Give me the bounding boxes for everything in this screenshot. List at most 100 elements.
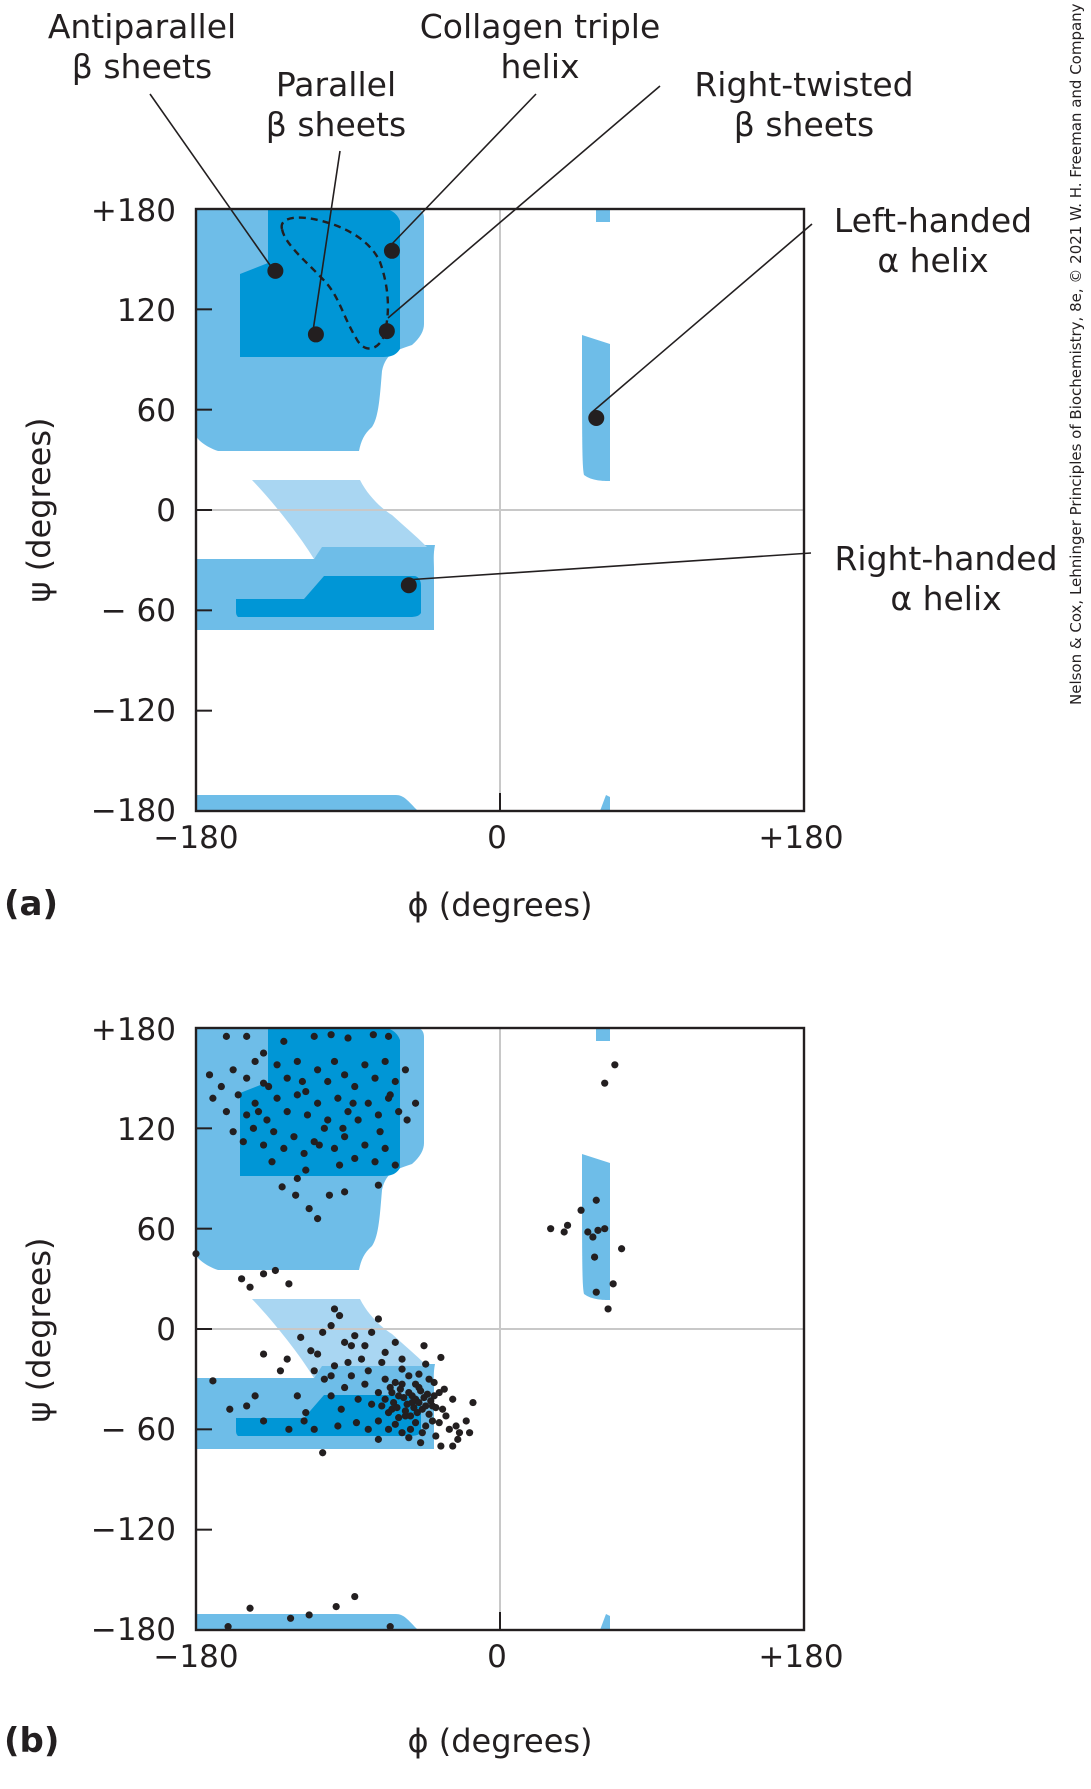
data-point <box>314 1066 322 1074</box>
x-tick-label: 0 <box>487 820 507 856</box>
data-point <box>307 1347 315 1355</box>
data-point <box>283 1355 291 1363</box>
data-point <box>276 1367 285 1375</box>
data-point <box>293 1057 301 1066</box>
y-tick-label: −120 <box>91 1512 176 1548</box>
data-point <box>435 1388 443 1397</box>
leader-right-handed <box>404 552 812 581</box>
data-point <box>273 1094 281 1102</box>
data-point <box>449 1395 457 1403</box>
data-point <box>344 1034 352 1042</box>
panel-letter-b: (b) <box>4 1721 59 1761</box>
data-point <box>601 1079 609 1087</box>
data-point <box>254 1108 263 1116</box>
y-tick-label: − 60 <box>101 1412 176 1448</box>
data-point <box>280 1037 288 1045</box>
data-point <box>462 1417 470 1425</box>
data-point <box>428 1417 437 1425</box>
y-tick-label: 120 <box>117 293 176 329</box>
data-point <box>246 1283 254 1291</box>
data-point <box>381 1348 389 1357</box>
data-point <box>391 1420 399 1428</box>
data-point <box>259 1350 268 1358</box>
data-point <box>411 1380 420 1388</box>
data-point <box>384 1425 393 1433</box>
data-point <box>222 1108 230 1116</box>
leader-antiparallel <box>149 93 273 269</box>
data-point <box>314 1215 322 1223</box>
label-collagen-line1: Collagen triple <box>420 7 661 46</box>
data-point <box>411 1099 420 1107</box>
annotation-labels: Antiparallel β sheets Parallel β sheets … <box>48 7 1058 618</box>
data-point <box>601 1225 609 1233</box>
data-point <box>609 1280 617 1288</box>
x-tick-label: +180 <box>758 1639 843 1675</box>
data-point <box>398 1355 406 1363</box>
data-point <box>376 1128 384 1136</box>
data-point <box>222 1032 230 1040</box>
annotation-points <box>267 242 605 594</box>
data-point <box>449 1442 457 1450</box>
data-point <box>374 1388 382 1397</box>
data-point <box>361 1380 369 1388</box>
y-axis-label: ψ (degrees) <box>20 417 58 602</box>
label-left-handed-line2: α helix <box>877 241 988 280</box>
data-point <box>442 1412 450 1420</box>
annotation-point <box>588 410 605 427</box>
data-point <box>438 1405 447 1413</box>
data-point <box>251 1392 259 1400</box>
data-point <box>324 1116 332 1124</box>
data-point <box>297 1333 305 1341</box>
data-point <box>415 1398 423 1407</box>
data-points <box>192 1031 626 1631</box>
annotation-point <box>400 577 417 594</box>
data-point <box>341 1133 349 1141</box>
y-tick-label: −180 <box>91 1612 176 1648</box>
label-right-handed-line2: α helix <box>890 579 1001 618</box>
data-point <box>205 1071 214 1079</box>
data-point <box>327 1322 335 1330</box>
data-point <box>422 1402 430 1410</box>
data-point <box>341 1188 349 1196</box>
y-tick-label: 120 <box>117 1112 176 1148</box>
data-point <box>310 1032 318 1040</box>
data-point <box>374 1181 382 1189</box>
data-point <box>381 1375 389 1383</box>
leader-collagen <box>389 93 537 247</box>
data-point <box>445 1425 453 1433</box>
data-point <box>364 1425 372 1433</box>
data-point <box>369 1031 377 1039</box>
y-tick-label: 60 <box>137 393 176 429</box>
data-point <box>368 1400 376 1408</box>
data-point <box>283 1074 291 1082</box>
data-point <box>592 1196 600 1204</box>
data-point <box>401 1066 410 1074</box>
data-point <box>430 1392 438 1400</box>
data-point <box>351 1082 359 1091</box>
annotation-point <box>378 323 395 340</box>
data-point <box>265 1082 273 1091</box>
data-point <box>384 1409 393 1417</box>
data-point <box>361 1061 369 1069</box>
data-point <box>371 1074 379 1082</box>
data-point <box>330 1144 339 1152</box>
data-point <box>422 1360 430 1368</box>
data-point <box>417 1387 425 1395</box>
data-point <box>302 1409 310 1417</box>
data-point <box>271 1266 279 1275</box>
data-point <box>386 1623 394 1631</box>
data-point <box>361 1342 369 1350</box>
data-point <box>405 1434 413 1442</box>
data-point <box>293 1392 301 1400</box>
x-tick-label: +180 <box>758 820 843 856</box>
data-point <box>310 1425 318 1433</box>
data-point <box>425 1410 433 1418</box>
data-point <box>391 1077 399 1086</box>
data-point <box>440 1385 448 1393</box>
data-point <box>217 1082 225 1091</box>
credit-line: Nelson & Cox, Lehninger Principles of Bi… <box>1067 3 1085 705</box>
data-point <box>420 1342 428 1350</box>
data-point <box>432 1403 440 1412</box>
data-point <box>589 1233 597 1241</box>
